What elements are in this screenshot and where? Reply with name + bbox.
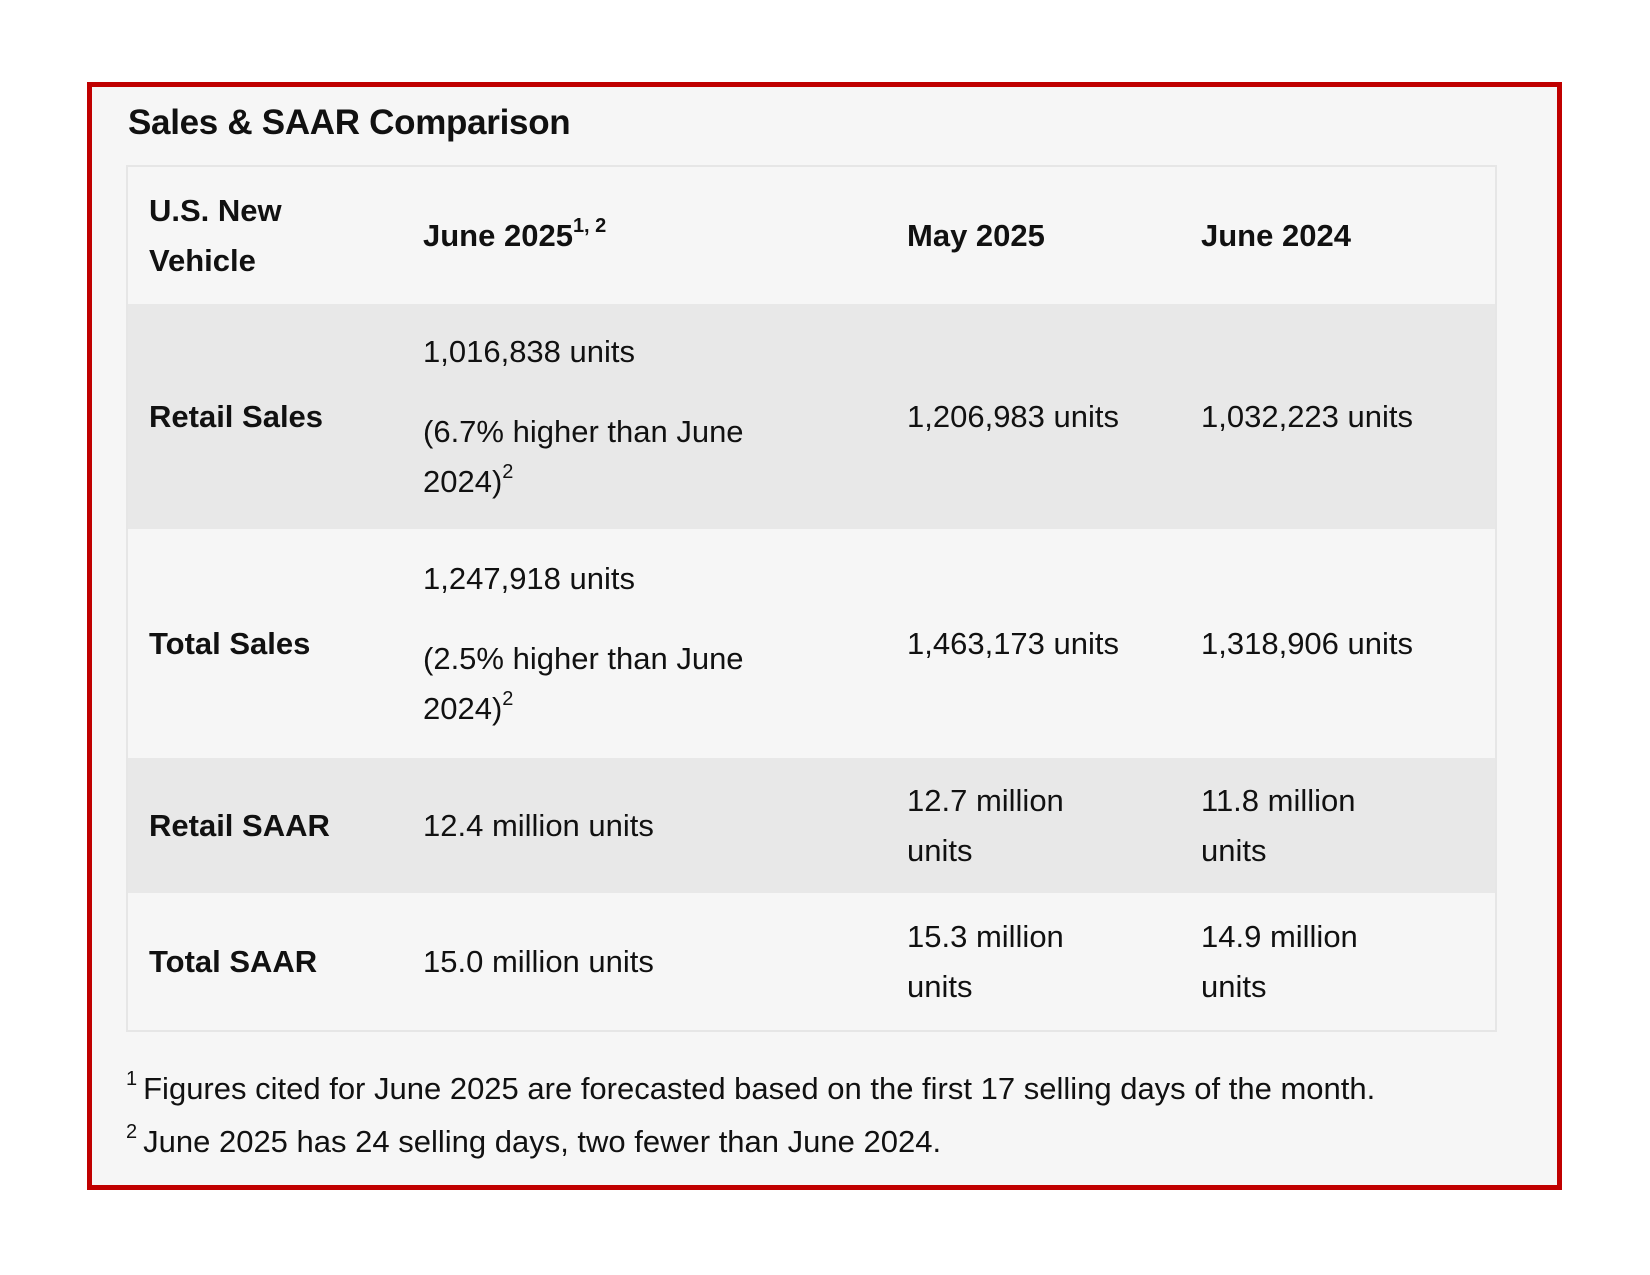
footnote-ref: 2 xyxy=(502,460,514,483)
footnote-marker: 2 xyxy=(126,1121,138,1143)
footnote-ref: 2 xyxy=(502,687,514,710)
footnote-ref: 1, 2 xyxy=(572,214,607,237)
row-label: Total Sales xyxy=(149,625,311,661)
header-cell: June 20251, 2 xyxy=(423,211,907,261)
june-2025-cell: 1,247,918 units (2.5% higher than June 2… xyxy=(423,554,907,734)
header-cell: May 2025 xyxy=(907,211,1201,261)
sales-saar-panel: Sales & SAAR Comparison U.S. New Vehicle… xyxy=(87,82,1562,1190)
table-row: Total SAAR 15.0 million units 15.3 milli… xyxy=(128,893,1495,1030)
footnote-2: 2 June 2025 has 24 selling days, two fewe… xyxy=(126,1122,941,1162)
comparison-table: U.S. New Vehicle June 20251, 2 May 2025 … xyxy=(126,165,1497,1032)
change-note-text: (6.7% higher than June 2024) xyxy=(423,413,744,499)
table-row: Retail SAAR 12.4 million units 12.7 mill… xyxy=(128,758,1495,893)
june-2024-cell: 1,318,906 units xyxy=(1201,625,1414,661)
may-2025-cell: 12.7 million units xyxy=(907,776,1201,876)
june-2024-cell: 1,032,223 units xyxy=(1201,398,1414,434)
value: 1,247,918 units xyxy=(423,560,636,596)
may-2025-cell: 1,463,173 units xyxy=(907,625,1120,661)
footnote-1: 1 Figures cited for June 2025 are forecas… xyxy=(126,1069,1375,1109)
value: 11.8 million units xyxy=(1201,782,1356,868)
footnote-marker: 1 xyxy=(126,1068,138,1090)
row-label: Retail SAAR xyxy=(149,807,330,843)
header-label: June 2025 xyxy=(423,217,573,253)
row-label: Retail Sales xyxy=(149,398,324,434)
may-2025-cell: 15.3 million units xyxy=(907,912,1201,1012)
value: 14.9 million units xyxy=(1201,918,1358,1004)
value: 15.3 million units xyxy=(907,918,1064,1004)
june-2024-cell: 11.8 million units xyxy=(1201,776,1495,876)
header-label: June 2024 xyxy=(1201,217,1351,253)
change-note-text: (2.5% higher than June 2024) xyxy=(423,640,744,726)
row-label: Total SAAR xyxy=(149,943,318,979)
june-2024-cell: 14.9 million units xyxy=(1201,912,1495,1012)
may-2025-cell: 1,206,983 units xyxy=(907,398,1120,434)
change-note: (2.5% higher than June 2024)2 xyxy=(423,634,783,734)
june-2025-cell: 15.0 million units xyxy=(423,943,654,979)
header-cell: June 2024 xyxy=(1201,211,1495,261)
june-2025-cell: 12.4 million units xyxy=(423,807,654,843)
footnote-text: Figures cited for June 2025 are forecast… xyxy=(143,1071,1376,1106)
table-row: Total Sales 1,247,918 units (2.5% higher… xyxy=(128,529,1495,758)
header-cell: U.S. New Vehicle xyxy=(128,186,423,286)
header-label: May 2025 xyxy=(907,217,1045,253)
june-2025-cell: 1,016,838 units (6.7% higher than June 2… xyxy=(423,327,907,507)
panel-title: Sales & SAAR Comparison xyxy=(128,103,571,142)
header-label: U.S. New Vehicle xyxy=(149,192,282,278)
table-header-row: U.S. New Vehicle June 20251, 2 May 2025 … xyxy=(128,167,1495,304)
footnote-text: June 2025 has 24 selling days, two fewer… xyxy=(143,1124,942,1159)
value: 12.7 million units xyxy=(907,782,1064,868)
table-row: Retail Sales 1,016,838 units (6.7% highe… xyxy=(128,304,1495,529)
change-note: (6.7% higher than June 2024)2 xyxy=(423,407,783,507)
value: 1,016,838 units xyxy=(423,333,636,369)
